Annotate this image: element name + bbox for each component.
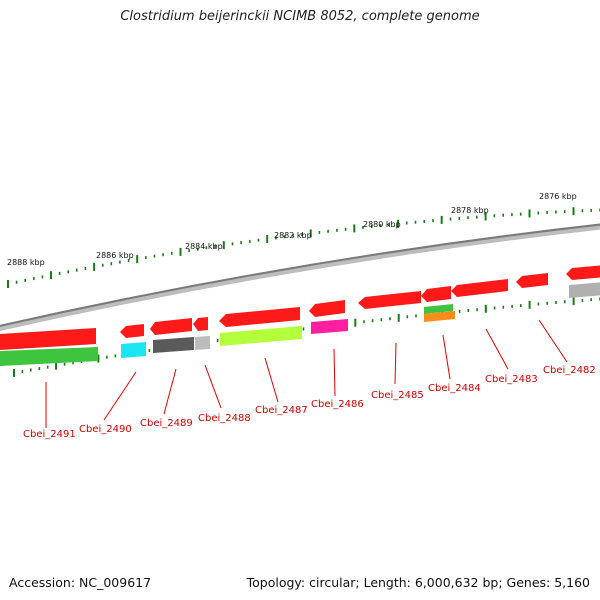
gene-arrow-cbei-2488[interactable] [193,317,208,331]
gene-arrow-cbei-2481[interactable] [566,265,600,280]
gene-arrow-cbei-2483[interactable] [451,279,508,297]
callout-line [103,371,137,421]
gene-label-cbei-2484[interactable]: Cbei_2484 [428,383,481,394]
outer-scale-ticks [7,207,600,288]
callout-line [264,357,279,403]
scale-label: 2888 kbp [7,258,45,267]
scale-label: 2886 kbp [96,251,134,260]
gene-arrow-cbei-2487[interactable] [219,307,300,327]
cog-track [0,282,600,366]
gene-callouts: Cbei_2491 Cbei_2490 Cbei_2489 Cbei_2488 … [23,319,596,440]
scale-label: 2882 kbp [274,231,312,240]
callout-line [442,334,451,380]
callout-line [333,348,336,397]
gene-arrow-cbei-2489[interactable] [150,318,192,335]
gene-label-cbei-2486[interactable]: Cbei_2486 [311,399,364,410]
genome-backbone-arc-inner [0,223,600,327]
gene-label-cbei-2490[interactable]: Cbei_2490 [79,424,132,435]
gene-arrow-cbei-2490[interactable] [120,324,144,338]
genome-summary-text: Topology: circular; Length: 6,000,632 bp… [246,575,590,590]
gene-arrow-cbei-2491[interactable] [0,328,96,350]
cog-block-cbei-2487 [220,326,302,346]
callout-line [485,328,509,370]
cog-block-cbei-2490 [121,342,146,358]
cog-block-cbei-2489 [153,337,194,353]
scale-label: 2876 kbp [539,192,577,201]
gene-label-cbei-2482[interactable]: Cbei_2482 [543,365,596,376]
cog-block-cbei-2491 [0,347,98,366]
gene-label-cbei-2488[interactable]: Cbei_2488 [198,413,251,424]
gene-label-cbei-2483[interactable]: Cbei_2483 [485,374,538,385]
cog-block-cbei-2484-b [424,311,455,322]
gene-label-cbei-2485[interactable]: Cbei_2485 [371,390,424,401]
gene-arrow-cbei-2485[interactable] [358,291,421,309]
gene-label-cbei-2487[interactable]: Cbei_2487 [255,405,308,416]
scale-label: 2878 kbp [451,206,489,215]
callout-line [394,342,397,385]
callout-line [538,319,568,363]
gene-track [0,265,600,350]
accession-text: Accession: NC_009617 [9,575,152,590]
genome-backbone-arc [0,223,600,331]
gene-arrow-cbei-2482[interactable] [516,273,548,288]
cog-block-cbei-2484-a [424,304,453,314]
scale-label: 2884 kbp [185,242,223,251]
gene-label-cbei-2489[interactable]: Cbei_2489 [140,418,193,429]
cog-block-cbei-2486 [311,319,348,334]
cog-block-cbei-2488 [195,336,210,350]
callout-line [163,368,177,415]
gene-arrow-cbei-2484[interactable] [421,286,451,302]
gene-label-cbei-2491[interactable]: Cbei_2491 [23,429,76,440]
gene-arrow-cbei-2486[interactable] [309,300,345,317]
callout-line [204,364,222,409]
inner-scale-ticks [13,297,600,377]
scale-label: 2880 kbp [363,220,401,229]
map-title: Clostridium beijerinckii NCIMB 8052, com… [120,9,480,24]
cog-block-cbei-2482 [569,282,600,298]
